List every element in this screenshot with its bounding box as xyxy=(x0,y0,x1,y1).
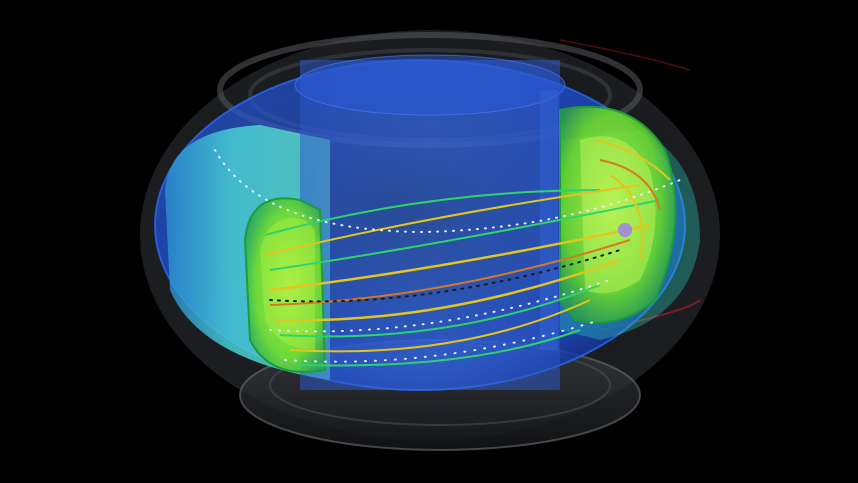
field-lines xyxy=(264,139,671,367)
marker-dots xyxy=(214,149,681,363)
purple-highlight xyxy=(618,223,632,237)
